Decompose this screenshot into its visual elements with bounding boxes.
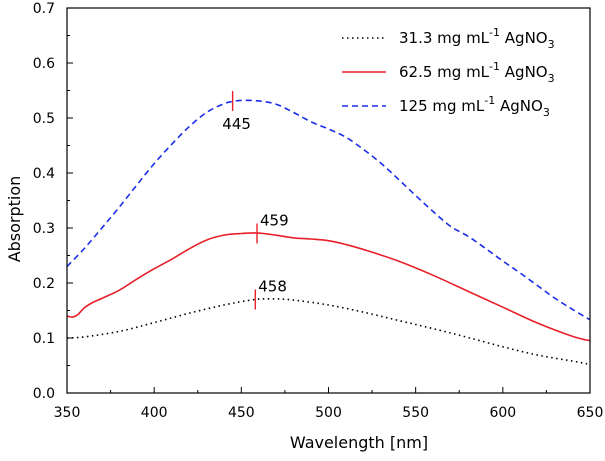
y-tick-label: 0.0 bbox=[33, 386, 55, 402]
series-line-0 bbox=[66, 298, 591, 366]
y-axis-title: Absorption bbox=[5, 176, 24, 263]
peak-label: 445 bbox=[222, 115, 251, 133]
x-tick-label: 450 bbox=[228, 405, 255, 421]
x-tick-label: 350 bbox=[54, 405, 81, 421]
peak-annotations: 445 459 458 bbox=[222, 90, 289, 310]
legend-label-2: 125 mg mL-1 AgNO3 bbox=[399, 94, 550, 119]
x-tick-label: 600 bbox=[489, 405, 516, 421]
y-tick-label: 0.2 bbox=[33, 276, 55, 292]
y-tick-label: 0.5 bbox=[33, 111, 55, 127]
x-tick-label: 550 bbox=[402, 405, 429, 421]
y-tick-label: 0.4 bbox=[33, 166, 55, 182]
legend: 31.3 mg mL-1 AgNO3 62.5 mg mL-1 AgNO3 125 … bbox=[342, 26, 555, 119]
plot-frame bbox=[66, 7, 591, 394]
legend-label-1: 62.5 mg mL-1 AgNO3 bbox=[399, 60, 555, 85]
tick-labels: 350 400 450 500 550 600 650 0.0 0.1 0.2 0.3 0.4 0.5 0… bbox=[33, 1, 604, 421]
legend-label-0: 31.3 mg mL-1 AgNO3 bbox=[399, 26, 555, 51]
series-line-2 bbox=[66, 99, 591, 321]
x-axis-title: Wavelength [nm] bbox=[290, 433, 428, 452]
series-lines bbox=[66, 99, 591, 366]
y-tick-label: 0.7 bbox=[33, 1, 55, 17]
x-tick-label: 400 bbox=[141, 405, 168, 421]
series-line-1 bbox=[66, 232, 591, 342]
y-tick-label: 0.3 bbox=[33, 221, 55, 237]
x-tick-label: 500 bbox=[315, 405, 342, 421]
x-tick-label: 650 bbox=[577, 405, 604, 421]
y-tick-label: 0.1 bbox=[33, 331, 55, 347]
y-tick-label: 0.6 bbox=[33, 56, 55, 72]
peak-label: 458 bbox=[258, 278, 287, 296]
peak-label: 459 bbox=[260, 212, 289, 230]
